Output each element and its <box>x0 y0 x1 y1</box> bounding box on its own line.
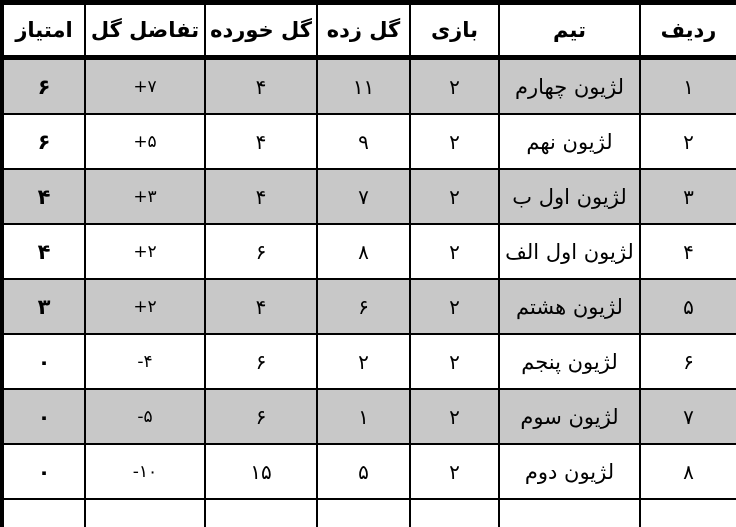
cell-points: ۴ <box>1 223 86 280</box>
table-row: ۷ لژیون سوم ۲ ۱ ۶ -۵ ۰ <box>1 388 736 445</box>
cell-goal-diff: +۷ <box>84 56 206 115</box>
goal-diff-value: +۳ <box>133 186 157 207</box>
cell-empty <box>498 498 641 527</box>
table-row-partial <box>1 498 736 527</box>
cell-rank: ۶ <box>639 333 736 390</box>
cell-team: لژیون سوم <box>498 388 641 445</box>
cell-goals-against: ۴ <box>204 278 318 335</box>
header-cell-goals-for: گل زده <box>316 1 411 60</box>
table-row: ۱ لژیون چهارم ۲ ۱۱ ۴ +۷ ۶ <box>1 56 736 115</box>
cell-goals-for: ۵ <box>316 443 411 500</box>
cell-played: ۲ <box>409 223 500 280</box>
cell-played: ۲ <box>409 388 500 445</box>
cell-team: لژیون اول الف <box>498 223 641 280</box>
cell-empty <box>409 498 500 527</box>
header-cell-goal-diff: تفاضل گل <box>84 1 206 60</box>
table-row: ۴ لژیون اول الف ۲ ۸ ۶ +۲ ۴ <box>1 223 736 280</box>
goal-diff-value: +۵ <box>133 131 157 152</box>
header-cell-played: بازی <box>409 1 500 60</box>
cell-goal-diff: +۲ <box>84 223 206 280</box>
cell-empty <box>639 498 736 527</box>
header-cell-rank: ردیف <box>639 1 736 60</box>
header-cell-goals-against: گل خورده <box>204 1 318 60</box>
cell-played: ۲ <box>409 278 500 335</box>
cell-team: لژیون اول ب <box>498 168 641 225</box>
cell-goal-diff: +۳ <box>84 168 206 225</box>
cell-rank: ۸ <box>639 443 736 500</box>
cell-rank: ۱ <box>639 56 736 115</box>
table-row: ۶ لژیون پنجم ۲ ۲ ۶ -۴ ۰ <box>1 333 736 390</box>
cell-rank: ۴ <box>639 223 736 280</box>
cell-goal-diff: +۲ <box>84 278 206 335</box>
cell-rank: ۳ <box>639 168 736 225</box>
cell-goals-against: ۴ <box>204 56 318 115</box>
cell-empty <box>204 498 318 527</box>
cell-goals-against: ۶ <box>204 388 318 445</box>
cell-goals-for: ۱۱ <box>316 56 411 115</box>
table-row: ۳ لژیون اول ب ۲ ۷ ۴ +۳ ۴ <box>1 168 736 225</box>
cell-points: ۳ <box>1 278 86 335</box>
cell-points: ۶ <box>1 113 86 170</box>
goal-diff-value: +۲ <box>133 296 157 317</box>
cell-goal-diff: -۴ <box>84 333 206 390</box>
cell-goals-against: ۱۵ <box>204 443 318 500</box>
goal-diff-value: -۵ <box>137 406 153 427</box>
cell-team: لژیون چهارم <box>498 56 641 115</box>
cell-rank: ۵ <box>639 278 736 335</box>
cell-goals-for: ۶ <box>316 278 411 335</box>
table-row: ۲ لژیون نهم ۲ ۹ ۴ +۵ ۶ <box>1 113 736 170</box>
header-cell-points: امتیاز <box>1 1 86 60</box>
cell-points: ۴ <box>1 168 86 225</box>
cell-team: لژیون دوم <box>498 443 641 500</box>
goal-diff-value: -۴ <box>137 351 153 372</box>
cell-goal-diff: -۱۰ <box>84 443 206 500</box>
cell-empty <box>84 498 206 527</box>
cell-points: ۶ <box>1 56 86 115</box>
cell-goals-for: ۷ <box>316 168 411 225</box>
cell-team: لژیون پنجم <box>498 333 641 390</box>
cell-team: لژیون نهم <box>498 113 641 170</box>
header-row: ردیف تیم بازی گل زده گل خورده تفاضل گل ا… <box>1 1 736 60</box>
cell-goals-against: ۶ <box>204 223 318 280</box>
cell-goals-against: ۴ <box>204 113 318 170</box>
cell-rank: ۲ <box>639 113 736 170</box>
table-row: ۸ لژیون دوم ۲ ۵ ۱۵ -۱۰ ۰ <box>1 443 736 500</box>
cell-points: ۰ <box>1 388 86 445</box>
cell-goal-diff: +۵ <box>84 113 206 170</box>
cell-points: ۰ <box>1 333 86 390</box>
cell-played: ۲ <box>409 443 500 500</box>
cell-rank: ۷ <box>639 388 736 445</box>
table-row: ۵ لژیون هشتم ۲ ۶ ۴ +۲ ۳ <box>1 278 736 335</box>
cell-played: ۲ <box>409 113 500 170</box>
cell-goals-against: ۶ <box>204 333 318 390</box>
cell-goals-for: ۱ <box>316 388 411 445</box>
cell-played: ۲ <box>409 168 500 225</box>
cell-team: لژیون هشتم <box>498 278 641 335</box>
cell-points: ۰ <box>1 443 86 500</box>
cell-goals-for: ۹ <box>316 113 411 170</box>
cell-played: ۲ <box>409 333 500 390</box>
cell-goals-for: ۸ <box>316 223 411 280</box>
header-cell-team: تیم <box>498 1 641 60</box>
goal-diff-value: -۱۰ <box>132 461 158 482</box>
cell-empty <box>1 498 86 527</box>
cell-goals-against: ۴ <box>204 168 318 225</box>
cell-empty <box>316 498 411 527</box>
cell-goal-diff: -۵ <box>84 388 206 445</box>
goal-diff-value: +۲ <box>133 241 157 262</box>
goal-diff-value: +۷ <box>133 76 157 97</box>
cell-goals-for: ۲ <box>316 333 411 390</box>
cell-played: ۲ <box>409 56 500 115</box>
